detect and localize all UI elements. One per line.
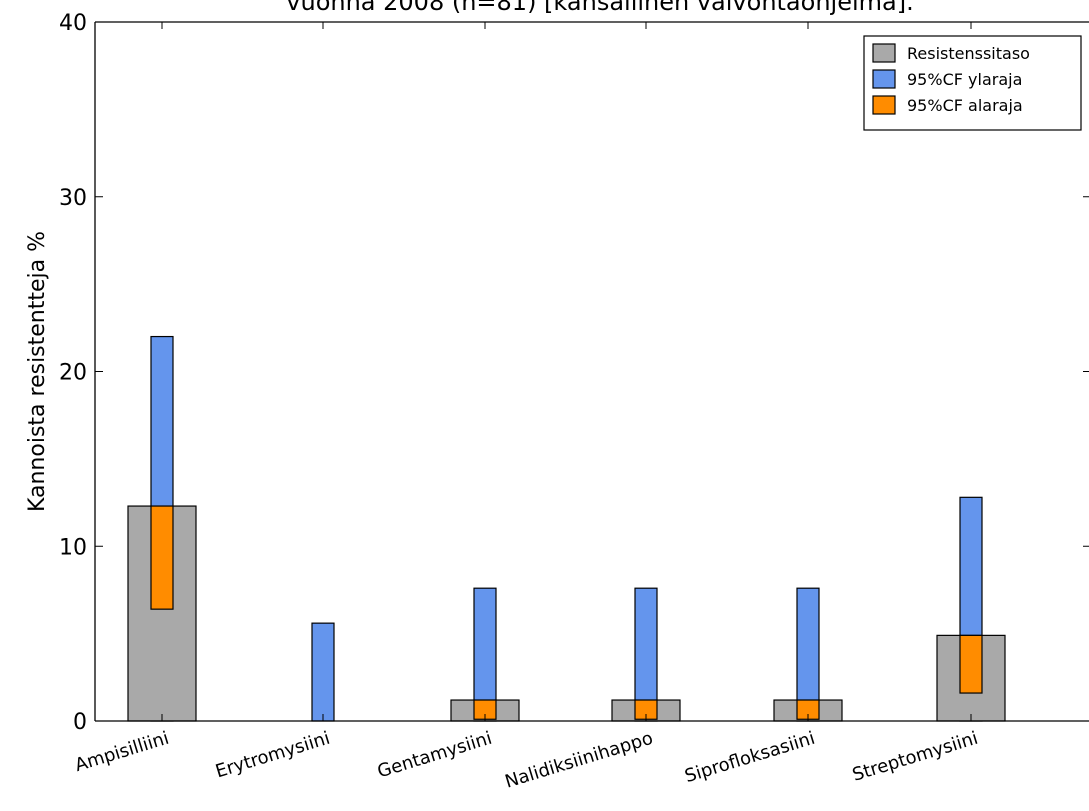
legend-swatch-2 xyxy=(872,95,896,115)
x-tick-label-1: Erytromysiini xyxy=(213,728,332,783)
y-tick-label-2: 20 xyxy=(59,361,87,386)
chart-title: vuonna 2008 (n=81) [kansallinen valvonta… xyxy=(286,0,913,16)
x-tick-label-0: Ampisilliini xyxy=(72,728,171,776)
bars-layer xyxy=(127,335,1006,722)
legend-label-1: 95%CF ylaraja xyxy=(907,70,1022,89)
bar-lower-ci-5 xyxy=(959,634,983,694)
y-tick-label-0: 0 xyxy=(73,710,87,735)
legend-box xyxy=(863,35,1082,131)
x-tick-label-3: Nalidiksiinihappo xyxy=(503,728,656,793)
bar-upper-ci-1 xyxy=(311,622,335,722)
y-axis-label: Kannoista resistentteja % xyxy=(25,231,50,512)
legend-swatch-0 xyxy=(872,43,896,63)
x-tick-label-2: Gentamysiini xyxy=(375,728,494,783)
legend: Resistenssitaso 95%CF ylaraja 95%CF alaraj… xyxy=(863,35,1082,131)
y-tick-label-3: 30 xyxy=(59,186,87,211)
x-tick-label-4: Siprofloksasiini xyxy=(682,728,817,788)
legend-swatch-1 xyxy=(872,69,896,89)
x-tick-label-5: Streptomysiini xyxy=(850,728,981,786)
legend-label-2: 95%CF alaraja xyxy=(907,96,1023,115)
y-tick-label-4: 40 xyxy=(59,11,87,36)
bar-lower-ci-0 xyxy=(150,505,174,610)
y-tick-label-1: 10 xyxy=(59,535,87,560)
legend-label-0: Resistenssitaso xyxy=(907,44,1030,63)
